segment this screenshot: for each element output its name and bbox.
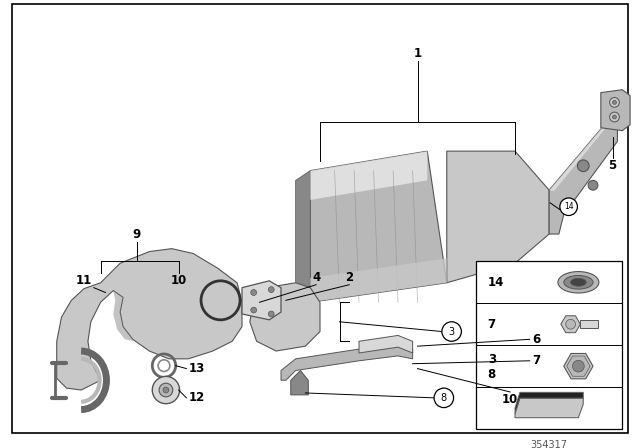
Circle shape [610, 112, 620, 122]
Polygon shape [447, 151, 549, 283]
Text: 3: 3 [488, 353, 496, 366]
Text: 14: 14 [564, 202, 573, 211]
Polygon shape [113, 291, 135, 341]
Circle shape [251, 289, 257, 295]
Bar [476, 261, 622, 429]
Text: 12: 12 [188, 392, 205, 405]
Text: 1: 1 [413, 47, 422, 60]
Circle shape [163, 387, 169, 393]
Text: 13: 13 [188, 362, 205, 375]
Polygon shape [310, 151, 428, 200]
Polygon shape [57, 249, 242, 390]
Text: 6: 6 [532, 333, 541, 346]
Circle shape [434, 388, 454, 408]
Polygon shape [549, 122, 618, 234]
Ellipse shape [564, 276, 593, 289]
Polygon shape [250, 283, 320, 351]
Text: 2: 2 [345, 271, 353, 284]
Text: 354317: 354317 [531, 439, 568, 448]
Text: 10: 10 [502, 393, 518, 406]
Polygon shape [359, 336, 413, 353]
Text: 3: 3 [449, 327, 454, 336]
Bar [580, 320, 598, 328]
Text: 7: 7 [488, 318, 496, 331]
Circle shape [442, 322, 461, 341]
Polygon shape [515, 392, 583, 414]
Text: 10: 10 [170, 274, 187, 287]
Polygon shape [601, 90, 630, 131]
Circle shape [566, 319, 575, 329]
Text: 8: 8 [488, 368, 496, 381]
Circle shape [560, 198, 577, 215]
Text: 11: 11 [76, 274, 92, 287]
Circle shape [612, 100, 616, 104]
Polygon shape [291, 370, 308, 395]
Circle shape [268, 287, 274, 293]
Text: 9: 9 [132, 228, 141, 241]
Text: 5: 5 [609, 159, 617, 172]
Circle shape [251, 307, 257, 313]
Polygon shape [549, 127, 607, 191]
Circle shape [588, 181, 598, 190]
Text: 7: 7 [532, 354, 541, 367]
Circle shape [610, 98, 620, 107]
Circle shape [612, 115, 616, 119]
Circle shape [573, 360, 584, 372]
Text: 4: 4 [312, 271, 320, 284]
Ellipse shape [558, 271, 599, 293]
Text: 14: 14 [488, 276, 504, 289]
Polygon shape [296, 171, 310, 312]
Circle shape [577, 160, 589, 172]
Text: 8: 8 [441, 393, 447, 403]
Circle shape [152, 376, 180, 404]
Polygon shape [281, 343, 413, 380]
Circle shape [268, 311, 274, 317]
Ellipse shape [571, 278, 586, 286]
Polygon shape [515, 398, 583, 418]
Polygon shape [310, 258, 447, 302]
Polygon shape [310, 151, 447, 302]
Polygon shape [242, 281, 281, 320]
Circle shape [159, 383, 173, 397]
